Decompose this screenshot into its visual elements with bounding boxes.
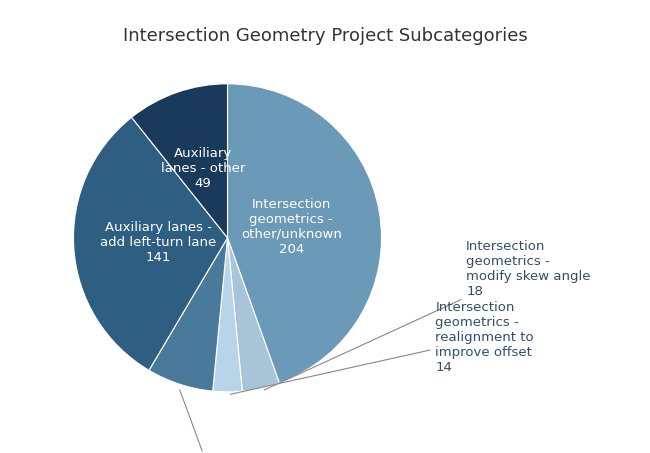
Text: Intersection
geometrics -
other/unknown
204: Intersection geometrics - other/unknown … [240,198,342,256]
Text: Intersection
geometrics -
realignment to
improve offset
14: Intersection geometrics - realignment to… [230,301,534,394]
Wedge shape [227,238,280,391]
Text: Auxiliary
lanes - other
49: Auxiliary lanes - other 49 [161,146,245,189]
Text: Auxiliary lanes -
add right-turn lane
32: Auxiliary lanes - add right-turn lane 32 [149,390,275,453]
Wedge shape [73,117,228,370]
Wedge shape [227,84,382,383]
Wedge shape [149,238,227,391]
Text: Auxiliary lanes -
add left-turn lane
141: Auxiliary lanes - add left-turn lane 141 [100,221,216,264]
Wedge shape [131,84,228,238]
Text: Intersection Geometry Project Subcategories: Intersection Geometry Project Subcategor… [123,27,527,45]
Wedge shape [213,238,242,392]
Text: Intersection
geometrics -
modify skew angle
18: Intersection geometrics - modify skew an… [265,240,591,390]
